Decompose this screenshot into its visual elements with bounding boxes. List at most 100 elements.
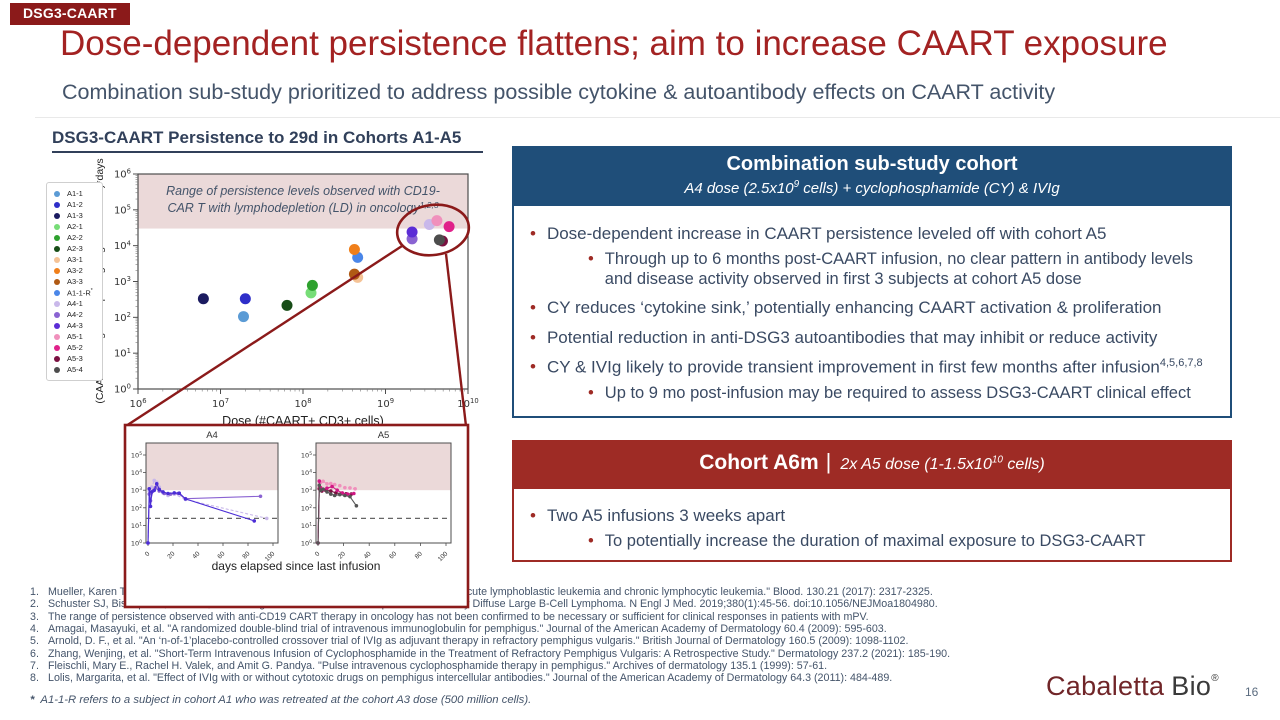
legend-dot bbox=[54, 190, 60, 197]
mini-frame bbox=[145, 442, 279, 544]
footnote-text: Amagai, Masayuki, et al. "A randomized d… bbox=[48, 623, 887, 636]
mini-point-A4-3 bbox=[177, 491, 182, 495]
footnote-text: The range of persistence observed with a… bbox=[48, 610, 869, 623]
star-marker: * bbox=[30, 694, 35, 706]
mini-point-A5-2 bbox=[325, 486, 329, 490]
legend-dot bbox=[54, 278, 60, 285]
mini-point-A4-3 bbox=[161, 490, 165, 494]
legend-label: A2-1 bbox=[67, 221, 83, 231]
star-footnote: * A1-1-R refers to a subject in cohort A1… bbox=[30, 694, 531, 706]
legend-dot bbox=[54, 212, 60, 219]
mini-point-A4-3 bbox=[154, 482, 159, 486]
legend-label: A2-2 bbox=[67, 232, 83, 242]
mini-x-tick-label: 20 bbox=[337, 550, 347, 560]
cohort-sub-suffix: cells) bbox=[1002, 456, 1045, 473]
footnote-number: 6. bbox=[30, 647, 39, 660]
legend-label: A5-1 bbox=[67, 331, 83, 341]
legend-label: A3-2 bbox=[67, 265, 83, 275]
mini-x-axis-label: days elapsed since last infusion bbox=[212, 559, 381, 573]
x-tick-label: 107 bbox=[212, 397, 229, 410]
legend-item: A5-4 bbox=[54, 364, 93, 375]
slide-title: Dose-dependent persistence flattens; aim… bbox=[60, 24, 1168, 63]
mini-x-tick-label: 20 bbox=[166, 550, 176, 560]
chart-legend: A1-1 A1-2 A1-3 A2-1 A2-2 A2-3 A3-1 A3-2 A3-3 A1-1… bbox=[46, 182, 103, 381]
mini-point-A4-3 bbox=[146, 541, 150, 545]
mini-point-A4-3 bbox=[166, 491, 170, 496]
legend-item: A2-1 bbox=[54, 221, 93, 232]
legend-dot bbox=[54, 366, 60, 373]
bullet: • Dose-dependent increase in CAART persis… bbox=[530, 224, 1218, 245]
bullet-text: Potential reduction in anti-DSG3 autoant… bbox=[546, 327, 1158, 347]
mini-x-tick-label: 0 bbox=[144, 550, 152, 558]
mini-point-A5-1 bbox=[325, 482, 329, 486]
combo-sub-prefix: A4 dose (2.5x10 bbox=[684, 180, 794, 197]
legend-item: A3-1 bbox=[54, 254, 93, 265]
sub-bullet: • Through up to 6 months post-CAART infus… bbox=[530, 249, 1218, 289]
mini-point-A4-1 bbox=[264, 516, 269, 521]
cohort-a6m-title: Cohort A6m bbox=[699, 451, 819, 474]
cabaletta-bio-logo: Cabaletta Bio® bbox=[1046, 671, 1219, 702]
combination-substudy-subtitle: A4 dose (2.5x109 cells) + cyclophosphami… bbox=[512, 179, 1232, 197]
slide-subtitle: Combination sub-study prioritized to add… bbox=[62, 80, 1056, 104]
mini-point-A5-4 bbox=[325, 490, 329, 494]
mini-point-A4-3 bbox=[183, 497, 188, 501]
bullet-text: CY reduces ‘cytokine sink,’ potentially … bbox=[546, 297, 1162, 317]
mini-x-tick-label: 80 bbox=[414, 550, 424, 560]
persistence-chart: Range of persistence levels observed wit… bbox=[94, 158, 479, 609]
mini-frame bbox=[315, 442, 452, 544]
legend-dot bbox=[54, 333, 60, 340]
mini-point-A5-2 bbox=[340, 491, 345, 495]
chart-heading: DSG3-CAART Persistence to 29d in Cohorts… bbox=[52, 128, 483, 153]
y-tick-label: 104 bbox=[114, 239, 131, 252]
mini-point-A4-3 bbox=[147, 487, 152, 491]
mini-point-A5-2 bbox=[352, 491, 356, 496]
footnote-number: 8. bbox=[30, 672, 39, 685]
mini-y-tick-label: 104 bbox=[131, 469, 142, 477]
registered-mark: ® bbox=[1211, 673, 1219, 684]
footnote-line: 3. The range of persistence observed with… bbox=[30, 611, 1230, 623]
legend-dot bbox=[54, 245, 60, 252]
bullet-text: To potentially increase the duration of … bbox=[604, 531, 1146, 550]
mini-x-tick-label: 0 bbox=[314, 550, 322, 558]
mini-point-A5-4 bbox=[354, 503, 359, 508]
combination-substudy-bullets: • Dose-dependent increase in CAART persis… bbox=[512, 204, 1232, 418]
footnote-number: 3. bbox=[30, 610, 39, 623]
mini-y-tick-label: 100 bbox=[301, 539, 312, 547]
header-divider bbox=[35, 117, 1280, 118]
legend-dot bbox=[54, 322, 60, 329]
connector-line-right bbox=[444, 253, 468, 427]
mini-y-tick-label: 104 bbox=[301, 469, 312, 477]
legend-dot bbox=[54, 267, 60, 274]
legend-dot bbox=[54, 300, 60, 307]
legend-item: A1-2 bbox=[54, 199, 93, 210]
mini-point-A5-2 bbox=[335, 488, 340, 493]
footnote-line: 8. Lolis, Margarita, et al. "Effect of IV… bbox=[30, 672, 1230, 684]
scatter-point-A2-3 bbox=[281, 299, 293, 311]
bullet: • Two A5 infusions 3 weeks apart bbox=[530, 506, 1218, 527]
scatter-point-A5-1 bbox=[431, 215, 443, 227]
legend-dot bbox=[54, 289, 60, 296]
y-tick-label: 106 bbox=[114, 168, 131, 181]
legend-item: A2-3 bbox=[54, 243, 93, 254]
footnote-number: 2. bbox=[30, 598, 39, 611]
legend-label: A1-1-R* bbox=[67, 287, 93, 297]
footnote-line: 5. Arnold, D. F., et al. "An ‘n-of-1’plac… bbox=[30, 635, 1230, 647]
bullet-marker: • bbox=[588, 249, 594, 268]
x-tick-label: 108 bbox=[294, 397, 311, 410]
x-tick-label: 1010 bbox=[457, 397, 478, 410]
sub-bullet: • To potentially increase the duration of… bbox=[530, 531, 1218, 551]
legend-item: A2-2 bbox=[54, 232, 93, 243]
mini-point-A5-4 bbox=[348, 494, 352, 499]
mini-point-A5-4 bbox=[337, 492, 342, 497]
mini-y-tick-label: 105 bbox=[301, 451, 312, 459]
combo-sub-exponent: 9 bbox=[793, 179, 800, 190]
y-tick-label: 100 bbox=[114, 383, 131, 396]
bullet-text: Up to 9 mo post-infusion may be required… bbox=[604, 383, 1191, 402]
legend-dot bbox=[54, 256, 60, 263]
mini-point-A5-4 bbox=[316, 541, 320, 545]
mini-title: A4 bbox=[206, 430, 218, 441]
footnote-number: 4. bbox=[30, 623, 39, 636]
star-text: A1-1-R refers to a subject in cohort A1 … bbox=[40, 694, 532, 706]
footnote-number: 5. bbox=[30, 635, 39, 648]
